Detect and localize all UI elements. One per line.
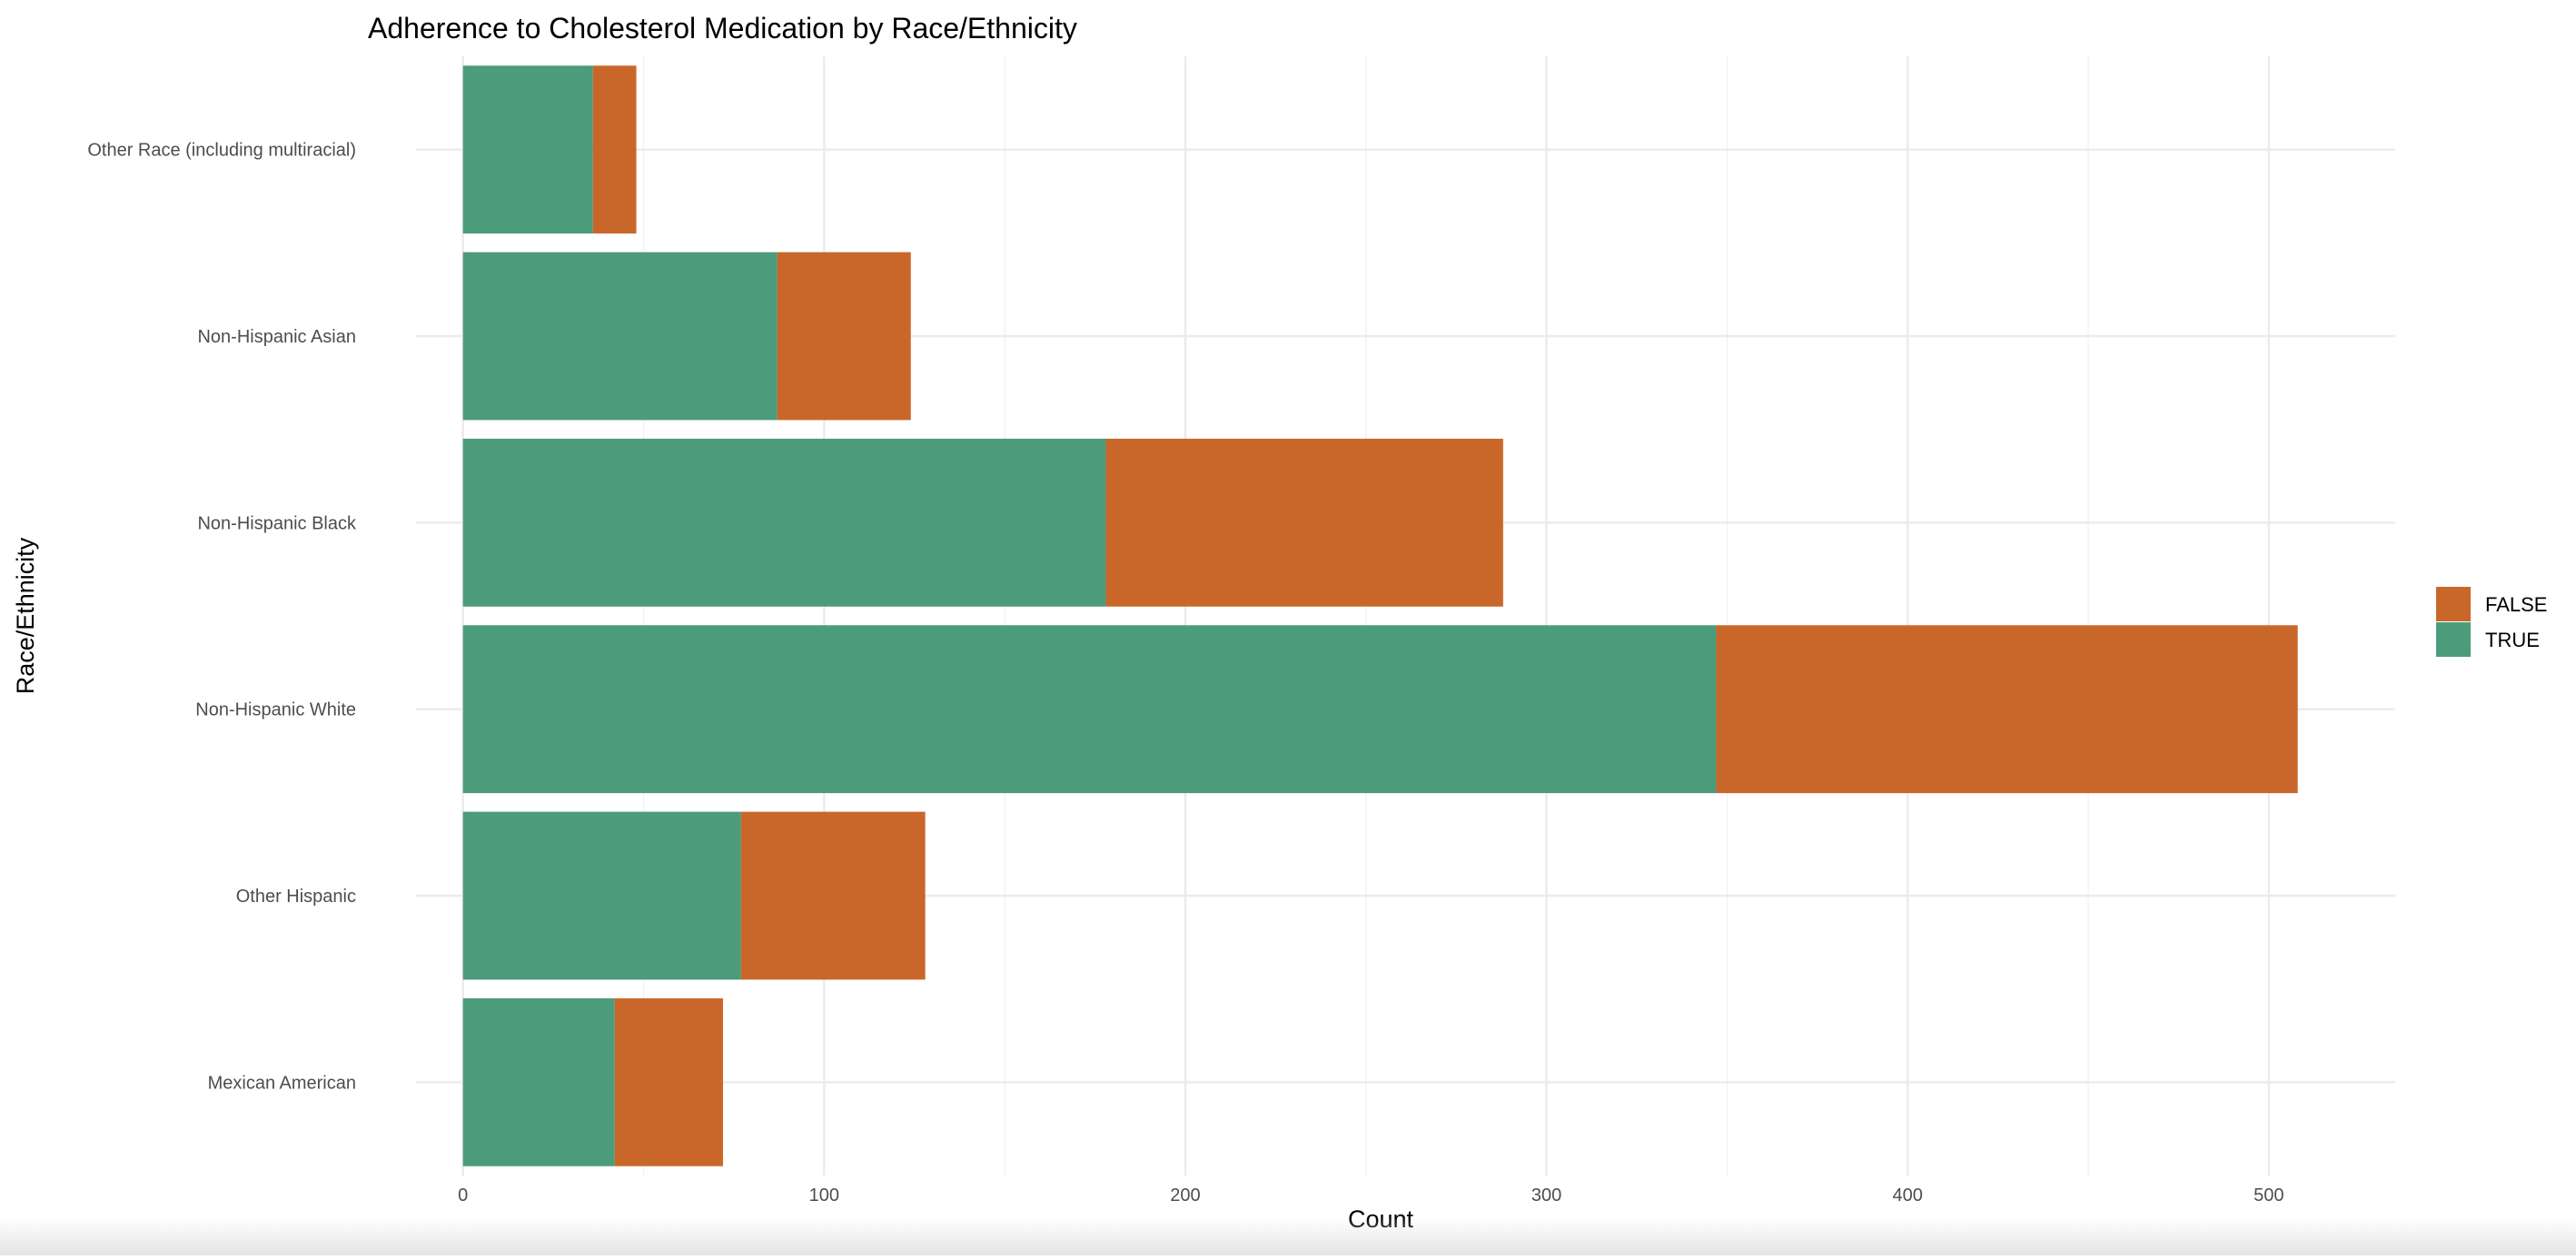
bar-false-non-hispanic-black [1105,438,1503,607]
x-tick-label: 400 [1893,1186,1923,1205]
legend: FALSE TRUE [2436,587,2547,657]
bar-true-non-hispanic-white [462,625,1717,794]
y-tick-label: Mexican American [208,1073,356,1093]
x-axis-title: Count [1348,1205,1414,1233]
y-tick-label: Non-Hispanic Black [197,513,357,533]
x-tick-label: 200 [1170,1186,1200,1205]
bar-true-non-hispanic-asian [462,252,778,421]
chart-title: Adherence to Cholesterol Medication by R… [368,12,1077,45]
bar-false-non-hispanic-asian [777,252,911,421]
y-tick-label: Non-Hispanic White [195,700,356,720]
bar-true-other-race-including-multiracial [462,65,593,234]
y-tick-label: Other Race (including multiracial) [87,141,356,161]
bar-true-mexican-american [462,997,615,1166]
bar-false-other-race-including-multiracial [592,65,637,234]
legend-label-false: FALSE [2485,593,2547,616]
x-tick-label: 300 [1531,1186,1561,1205]
legend-key-true [2436,622,2471,657]
bar-true-other-hispanic [462,811,741,980]
x-tick-label: 100 [809,1186,839,1205]
bar-true-non-hispanic-black [462,438,1106,607]
x-tick-label: 0 [458,1186,468,1205]
bars [462,65,2298,1166]
bar-false-non-hispanic-white [1716,625,2298,794]
legend-key-false [2436,587,2471,621]
x-tick-labels: 0 100 200 300 400 500 [458,1186,2284,1205]
x-tick-label: 500 [2254,1186,2284,1205]
y-axis-title: Race/Ethnicity [12,537,39,694]
bar-false-other-hispanic [740,811,926,980]
bar-false-mexican-american [614,997,723,1166]
y-tick-label: Other Hispanic [236,887,356,907]
legend-label-true: TRUE [2485,629,2540,651]
y-tick-labels: Mexican American Other Hispanic Non-Hispan… [87,141,357,1094]
y-tick-label: Non-Hispanic Asian [197,327,356,347]
